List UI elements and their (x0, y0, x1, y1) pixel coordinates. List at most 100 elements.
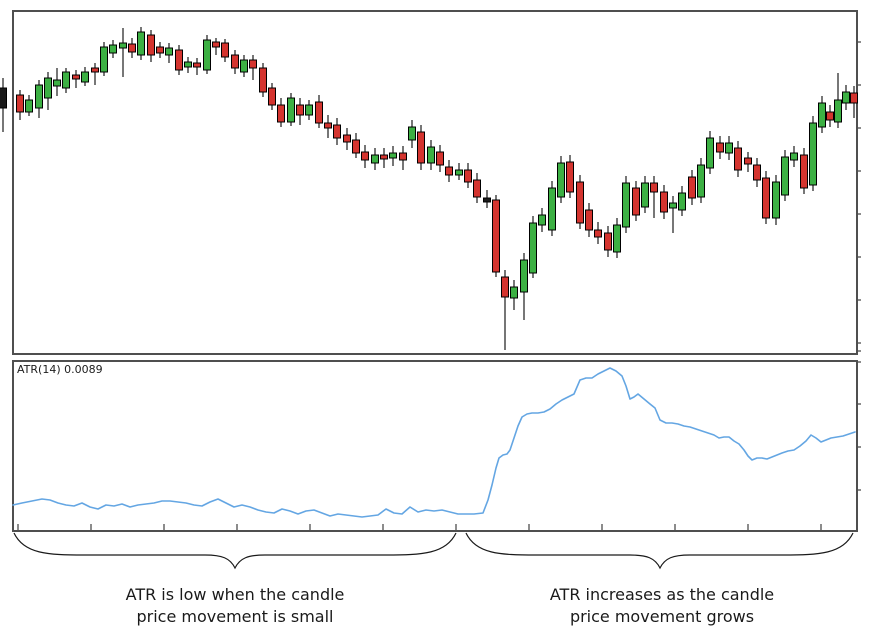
candle-body (753, 164, 761, 181)
candle-body (100, 46, 108, 73)
candle-body (165, 47, 173, 56)
candle-body (380, 154, 388, 160)
candle-body (436, 151, 444, 166)
candle-body (501, 276, 509, 298)
candle-body (119, 42, 127, 49)
candle-body (277, 104, 285, 123)
candle-body (669, 202, 677, 209)
candle-body (557, 162, 565, 198)
candle-body (772, 181, 780, 219)
candle-body (128, 43, 136, 53)
candle-body (744, 157, 752, 165)
candle-body (529, 222, 537, 274)
annotation-right-line2: price movement grows (569, 607, 755, 626)
candle-body (688, 176, 696, 199)
candle-body (706, 137, 714, 169)
price-panel (12, 10, 858, 355)
candle-body (520, 259, 528, 293)
atr-line (12, 367, 856, 518)
candle-body (566, 161, 574, 193)
candle-body (594, 229, 602, 238)
candle-body (716, 142, 724, 153)
candle-body (632, 187, 640, 216)
candle-body (660, 191, 668, 213)
candle-body (408, 126, 416, 141)
candle-body (249, 59, 257, 69)
right-brace (465, 532, 854, 570)
candle-body (818, 102, 826, 128)
annotation-left-line1: ATR is low when the candle (125, 585, 345, 604)
candle-body (622, 182, 630, 228)
candle-body (399, 152, 407, 161)
panel-borders (12, 10, 858, 532)
candle-body (445, 166, 453, 176)
annotation-left: ATR is low when the candle price movemen… (55, 584, 415, 628)
candle-body (834, 99, 842, 123)
candle-body (417, 131, 425, 164)
annotation-right: ATR increases as the candle price moveme… (482, 584, 842, 628)
candle-body (315, 101, 323, 124)
candle-body (203, 39, 211, 71)
candle-body (492, 199, 500, 273)
candle-body (343, 134, 351, 143)
candle-body (53, 79, 61, 87)
candle-body (781, 156, 789, 196)
candle-body (809, 122, 817, 186)
candle-body (305, 104, 313, 116)
axis-ticks (17, 41, 861, 530)
candle-body (184, 61, 192, 68)
candle-body (762, 177, 770, 219)
candle-body (455, 169, 463, 176)
candle-body (212, 41, 220, 48)
candle-body (259, 67, 267, 93)
candle-body (62, 71, 70, 89)
candle-body (650, 182, 658, 193)
candle-body (641, 182, 649, 208)
candle-body (389, 152, 397, 159)
candle-body (35, 84, 43, 109)
candle-body (147, 34, 155, 56)
candle-body (678, 192, 686, 211)
candle-body (697, 164, 705, 198)
annotation-right-line1: ATR increases as the candle (549, 585, 775, 604)
candle-body (826, 111, 834, 121)
candle-body (72, 74, 80, 80)
candle-body (109, 44, 117, 54)
candle-body (842, 91, 850, 104)
candle-body (137, 31, 145, 56)
candle-body (156, 46, 164, 54)
candle-body (333, 124, 341, 139)
candle-body (613, 224, 621, 253)
candle-body (296, 104, 304, 116)
candle-body (91, 67, 99, 73)
candle-body (576, 181, 584, 224)
candle-body (361, 151, 369, 161)
candle-body (193, 62, 201, 68)
candle-body (734, 147, 742, 171)
candle-body (324, 122, 332, 129)
candle-body (16, 94, 24, 113)
candle-body (604, 232, 612, 251)
candle-body (0, 87, 7, 109)
candle-body (231, 54, 239, 69)
annotation-left-line2: price movement is small (136, 607, 334, 626)
candle-body (81, 71, 89, 83)
candle-body (44, 77, 52, 99)
candle-body (287, 97, 295, 123)
candle-body (25, 99, 33, 113)
candle-body (175, 49, 183, 71)
candle-body (800, 154, 808, 189)
candle-body (548, 187, 556, 231)
candle-body (240, 59, 248, 73)
candlesticks (0, 27, 858, 350)
candle-body (850, 92, 858, 104)
candle-body (585, 209, 593, 231)
candle-body (352, 139, 360, 154)
candle-body (473, 179, 481, 198)
candle-body (483, 197, 491, 203)
candle-body (510, 286, 518, 299)
candle-body (538, 214, 546, 226)
left-brace (13, 532, 457, 570)
candle-body (268, 87, 276, 106)
